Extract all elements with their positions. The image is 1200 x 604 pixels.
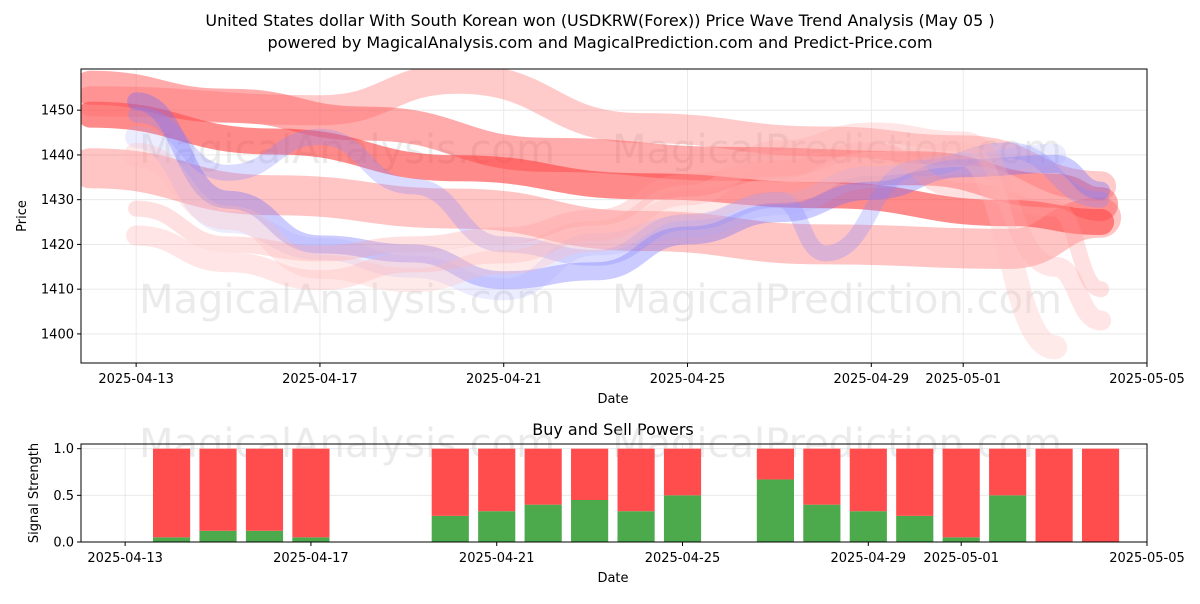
signal-x-label: Date bbox=[597, 571, 628, 586]
price-y-tick-label: 1420 bbox=[41, 238, 74, 253]
buy-bar bbox=[617, 511, 655, 542]
buy-bar bbox=[478, 511, 516, 542]
chart-title-line-1: United States dollar With South Korean w… bbox=[205, 11, 994, 30]
buy-bar bbox=[896, 515, 934, 542]
sell-bar bbox=[756, 448, 794, 480]
sell-bar bbox=[431, 448, 469, 516]
price-y-label: Price bbox=[15, 200, 30, 232]
buy-bar bbox=[571, 500, 609, 542]
price-wave-blue-wave-3 bbox=[125, 126, 1067, 301]
watermark-text: MagicalAnalysis.com bbox=[139, 277, 555, 323]
sell-bar bbox=[292, 448, 330, 538]
sell-bar bbox=[524, 448, 562, 505]
signal-x-tick-label: 2025-04-29 bbox=[831, 551, 907, 566]
sell-bar bbox=[989, 448, 1027, 496]
signal-y-tick-label: 0.0 bbox=[53, 536, 74, 551]
price-x-tick-label: 2025-04-29 bbox=[834, 372, 910, 387]
price-wave-blue-wave-1 bbox=[127, 92, 1111, 290]
signal-x-tick-label: 2025-05-05 bbox=[1109, 551, 1185, 566]
price-x-label: Date bbox=[597, 392, 628, 407]
price-x-tick-label: 2025-04-21 bbox=[466, 372, 542, 387]
signal-y-tick-label: 1.0 bbox=[53, 442, 74, 457]
price-wave-red-wave-high bbox=[81, 69, 1117, 202]
buy-bar bbox=[431, 515, 469, 542]
signal-x-tick-label: 2025-04-25 bbox=[645, 551, 721, 566]
signal-x-tick-label: 2025-04-13 bbox=[87, 551, 163, 566]
price-wave-red-wave-upper bbox=[81, 70, 1119, 222]
sell-bar bbox=[245, 448, 284, 531]
price-x-tick-label: 2025-05-01 bbox=[925, 372, 1001, 387]
sell-bar bbox=[1035, 448, 1073, 542]
sell-bar bbox=[478, 448, 516, 512]
signal-chart: Buy and Sell Powers MagicalAnalysis.com M… bbox=[27, 420, 1185, 586]
price-y-axis: 1400 1410 1420 1430 1440 1450 bbox=[41, 104, 81, 342]
signal-y-axis: 0.0 0.5 1.0 bbox=[53, 442, 81, 551]
price-chart: MagicalAnalysis.com MagicalPrediction.com… bbox=[15, 68, 1185, 407]
buy-bar bbox=[524, 504, 562, 542]
price-series-group bbox=[81, 69, 1122, 360]
buy-bar bbox=[245, 530, 284, 542]
price-watermarks: MagicalAnalysis.com MagicalPrediction.com… bbox=[139, 127, 1062, 323]
sell-bar bbox=[571, 448, 609, 500]
signal-y-label: Signal Strength bbox=[27, 443, 42, 543]
signal-plot-frame bbox=[80, 443, 1148, 543]
buy-bar bbox=[942, 537, 980, 542]
buy-bar bbox=[756, 479, 794, 542]
price-wave-pink-wave-2 bbox=[126, 122, 1112, 331]
price-y-tick-label: 1410 bbox=[41, 283, 74, 298]
price-y-tick-label: 1450 bbox=[41, 104, 74, 119]
buy-bar bbox=[803, 504, 841, 542]
sell-bar bbox=[896, 448, 934, 516]
sell-bar bbox=[152, 448, 191, 538]
signal-bars-group bbox=[152, 448, 1120, 542]
sell-bar bbox=[663, 448, 702, 496]
sell-bar bbox=[199, 448, 237, 531]
watermark-text: MagicalPrediction.com bbox=[612, 277, 1062, 323]
sell-bar bbox=[849, 448, 887, 512]
watermark-text: MagicalPrediction.com bbox=[612, 127, 1062, 173]
buy-bar bbox=[152, 537, 191, 542]
buy-bar bbox=[849, 511, 887, 542]
signal-chart-title: Buy and Sell Powers bbox=[532, 420, 694, 439]
price-y-tick-label: 1440 bbox=[41, 148, 74, 163]
signal-x-tick-label: 2025-05-01 bbox=[923, 551, 999, 566]
signal-x-tick-label: 2025-04-17 bbox=[273, 551, 349, 566]
price-wave-pink-wave-1 bbox=[128, 142, 1110, 298]
price-x-tick-label: 2025-04-13 bbox=[98, 372, 174, 387]
price-wave-red-wave-lower bbox=[81, 148, 1122, 269]
sell-bar bbox=[942, 448, 980, 538]
price-x-tick-label: 2025-05-05 bbox=[1109, 372, 1185, 387]
price-wave-pink-wave-3 bbox=[124, 142, 1068, 360]
signal-y-tick-label: 0.5 bbox=[53, 489, 74, 504]
price-y-tick-label: 1400 bbox=[41, 327, 74, 342]
price-x-axis: 2025-04-13 2025-04-17 2025-04-21 2025-04-25… bbox=[98, 363, 1185, 387]
price-wave-blue-wave-2 bbox=[128, 106, 1110, 266]
price-plot-frame bbox=[80, 68, 1148, 364]
chart-title-line-2: powered by MagicalAnalysis.com and Magic… bbox=[267, 33, 932, 52]
price-x-tick-label: 2025-04-25 bbox=[650, 372, 726, 387]
buy-bar bbox=[989, 495, 1027, 542]
signal-x-tick-label: 2025-04-21 bbox=[459, 551, 535, 566]
sell-bar bbox=[1081, 448, 1120, 542]
buy-bar bbox=[199, 530, 237, 542]
sell-bar bbox=[617, 448, 655, 512]
sell-bar bbox=[803, 448, 841, 505]
price-wave-red-wave-main bbox=[81, 101, 1115, 235]
price-x-tick-label: 2025-04-17 bbox=[282, 372, 358, 387]
buy-bar bbox=[292, 537, 330, 542]
signal-x-axis: 2025-04-13 2025-04-17 2025-04-21 2025-04-25… bbox=[87, 542, 1185, 566]
buy-bar bbox=[663, 495, 702, 542]
price-y-tick-label: 1430 bbox=[41, 193, 74, 208]
